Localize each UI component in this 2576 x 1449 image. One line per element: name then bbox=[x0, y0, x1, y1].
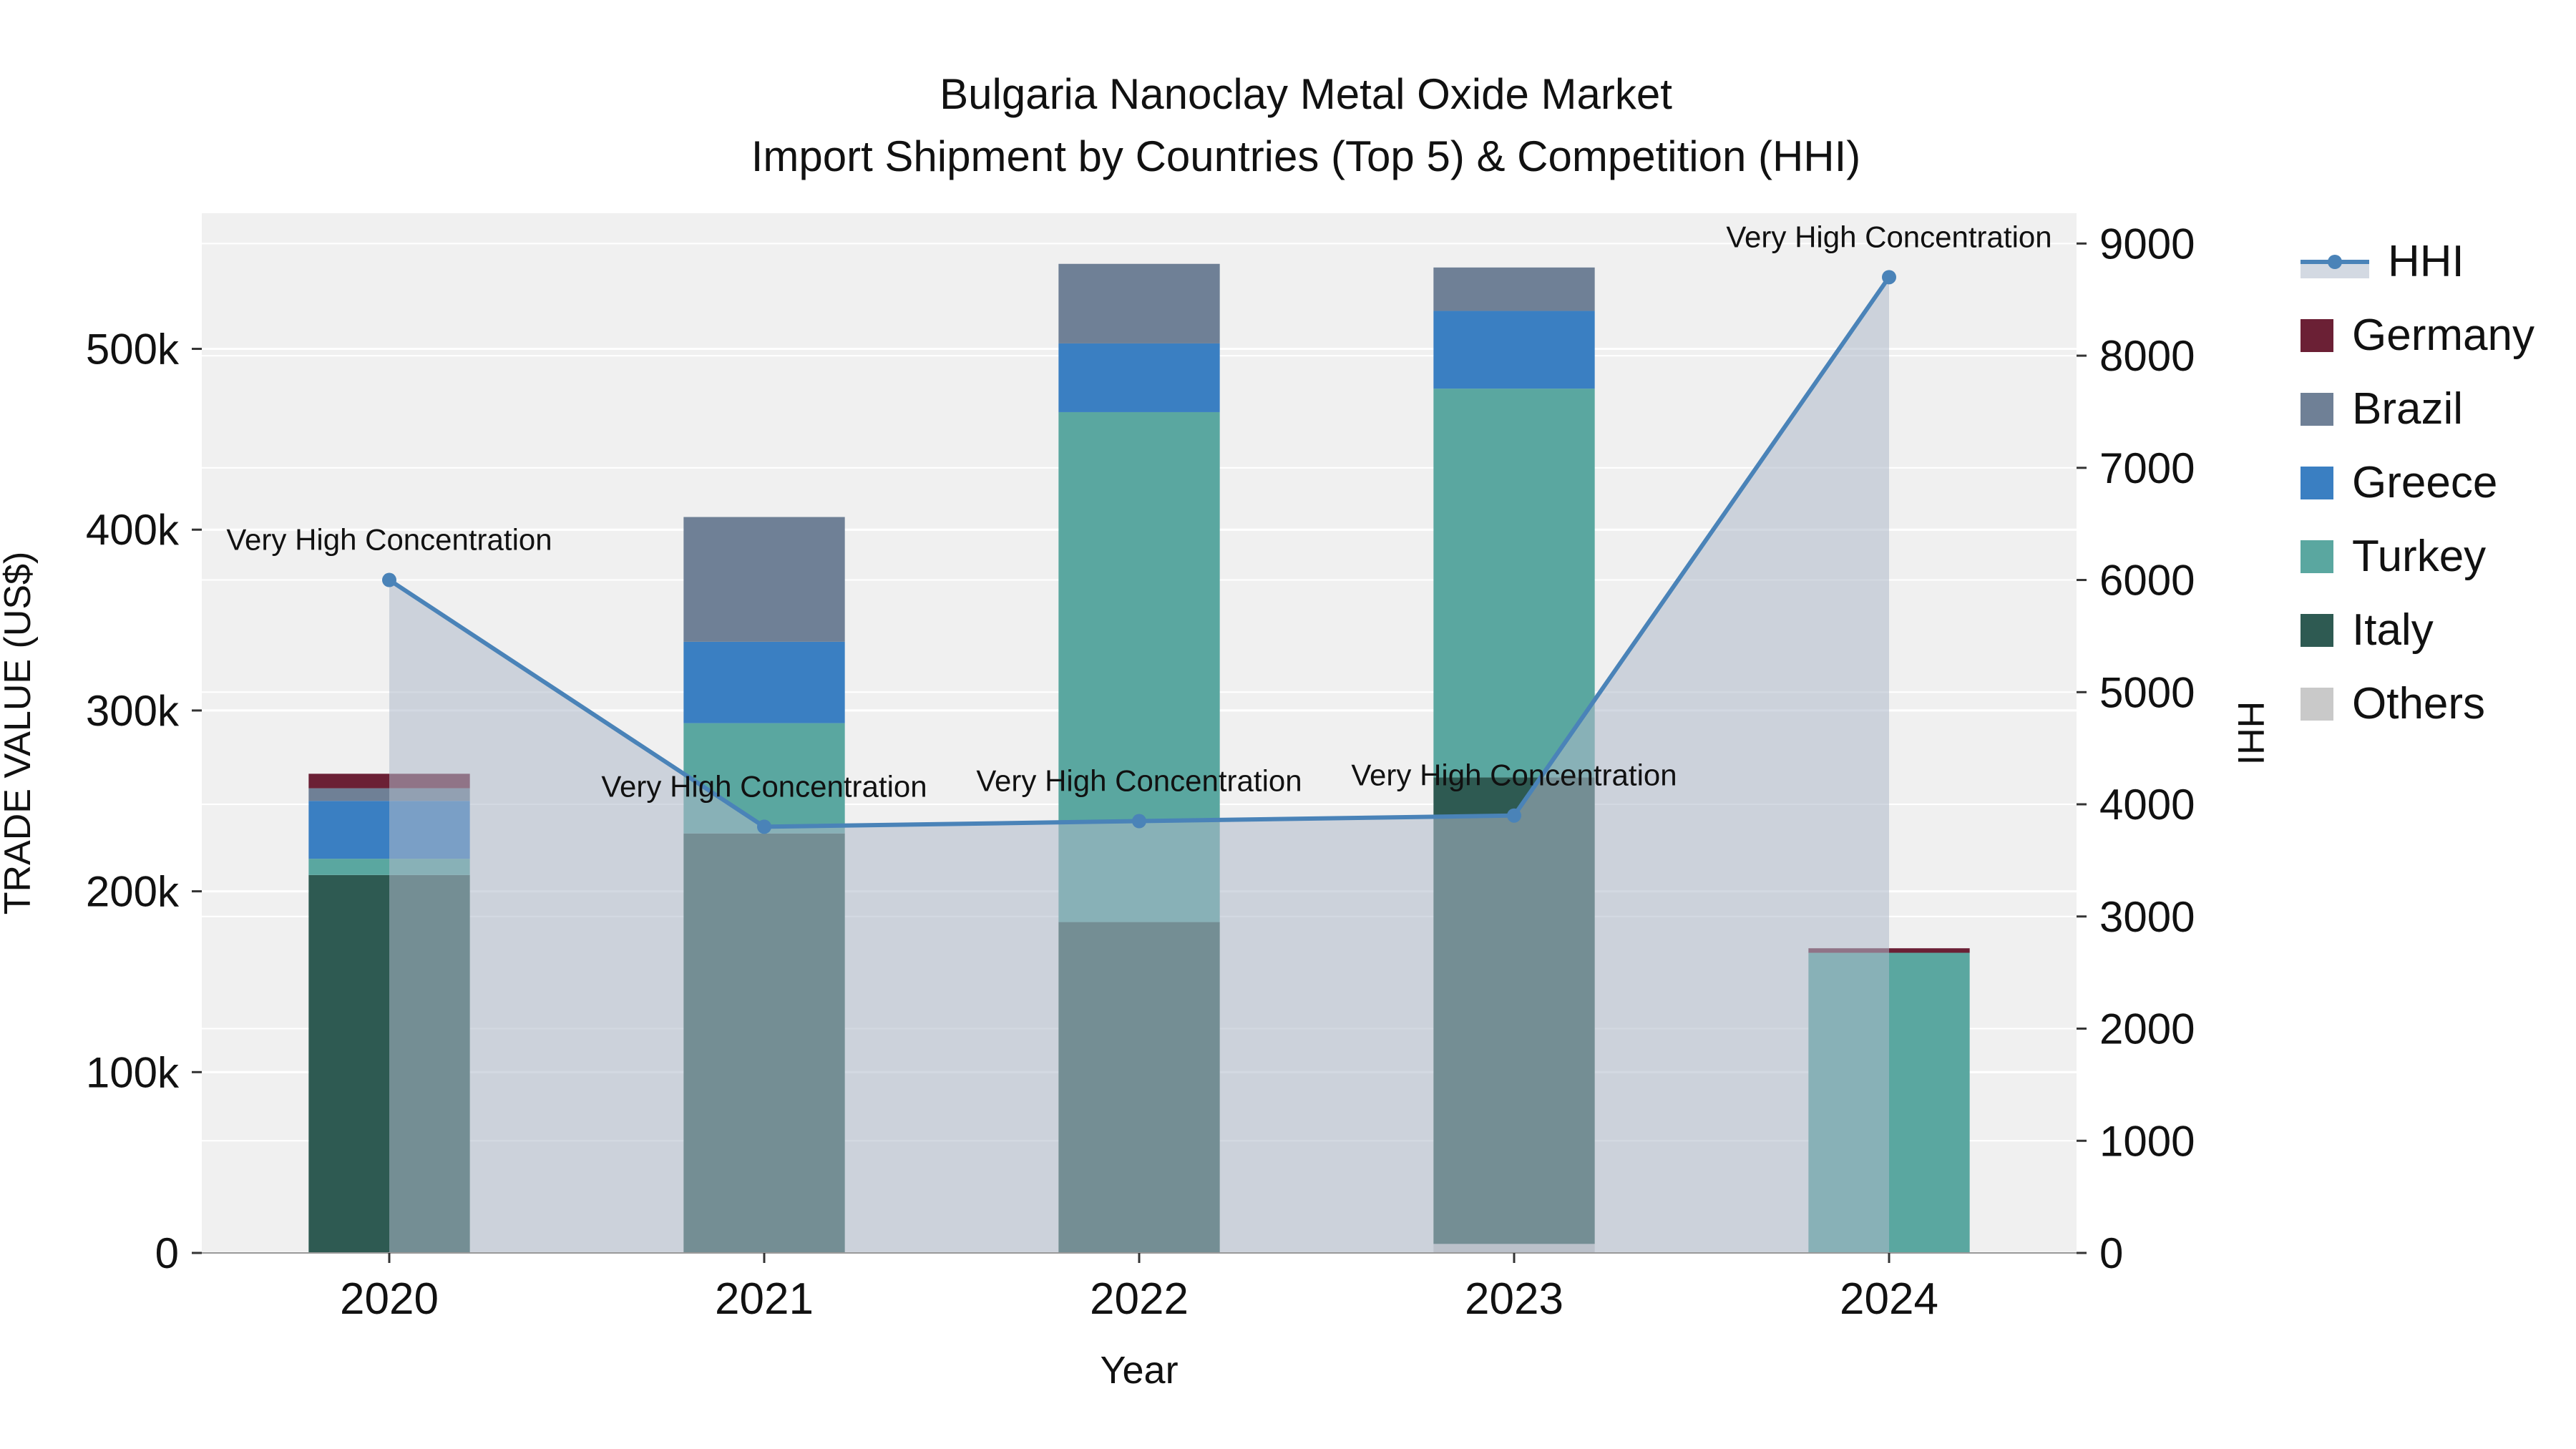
chart-title-line2: Import Shipment by Countries (Top 5) & C… bbox=[751, 132, 1861, 180]
y-right-tick-label: 1000 bbox=[2099, 1117, 2195, 1165]
hhi-point-2021[interactable] bbox=[757, 819, 771, 834]
y-right-tick-label: 3000 bbox=[2099, 893, 2195, 941]
annotation-2023: Very High Concentration bbox=[1351, 758, 1677, 792]
y-left-tick-label: 0 bbox=[155, 1229, 179, 1277]
legend-color-swatch bbox=[2301, 318, 2333, 352]
hhi-point-2024[interactable] bbox=[1882, 270, 1896, 285]
legend-color-swatch bbox=[2301, 392, 2333, 426]
x-tick-label-2020: 2020 bbox=[340, 1274, 439, 1324]
bar-segment-brazil-2023[interactable] bbox=[1433, 267, 1595, 311]
legend-color-swatch bbox=[2301, 466, 2333, 499]
y-right-tick-label: 8000 bbox=[2099, 332, 2195, 380]
x-tick-label-2023: 2023 bbox=[1465, 1274, 1563, 1324]
hhi-point-2022[interactable] bbox=[1132, 814, 1146, 829]
y-left-tick-label: 300k bbox=[86, 687, 180, 735]
legend-item-hhi[interactable]: HHI bbox=[2301, 236, 2534, 287]
x-axis-title: Year bbox=[1100, 1349, 1178, 1392]
legend-color-swatch bbox=[2301, 540, 2333, 573]
legend-item-turkey[interactable]: Turkey bbox=[2301, 531, 2534, 582]
x-tick-label-2022: 2022 bbox=[1090, 1274, 1189, 1324]
y-left-tick-label: 200k bbox=[86, 868, 180, 916]
hhi-point-2023[interactable] bbox=[1507, 808, 1521, 823]
y-axis-title-left: TRADE VALUE (US$) bbox=[0, 552, 39, 915]
y-right-tick-label: 4000 bbox=[2099, 781, 2195, 829]
chart-title-line1: Bulgaria Nanoclay Metal Oxide Market bbox=[940, 70, 1672, 118]
y-right-tick-label: 0 bbox=[2099, 1229, 2123, 1277]
legend-label: HHI bbox=[2388, 237, 2464, 286]
legend: HHI Germany Brazil Greece Turkey Italy Others bbox=[2301, 236, 2534, 729]
legend-label: Turkey bbox=[2352, 532, 2487, 581]
y-right-tick-label: 6000 bbox=[2099, 557, 2195, 605]
bar-segment-brazil-2022[interactable] bbox=[1058, 263, 1220, 343]
legend-item-greece[interactable]: Greece bbox=[2301, 457, 2534, 508]
bar-segment-greece-2023[interactable] bbox=[1433, 311, 1595, 389]
x-tick-label-2024: 2024 bbox=[1840, 1274, 1938, 1324]
legend-item-others[interactable]: Others bbox=[2301, 678, 2534, 729]
annotation-2024: Very High Concentration bbox=[1726, 220, 2051, 253]
annotation-2020: Very High Concentration bbox=[226, 523, 552, 557]
legend-item-germany[interactable]: Germany bbox=[2301, 310, 2534, 361]
annotation-2022: Very High Concentration bbox=[976, 764, 1302, 798]
legend-label: Germany bbox=[2352, 311, 2534, 360]
legend-item-italy[interactable]: Italy bbox=[2301, 605, 2534, 655]
legend-label: Greece bbox=[2352, 458, 2498, 507]
legend-label: Others bbox=[2352, 679, 2486, 728]
hhi-point-2020[interactable] bbox=[382, 572, 396, 587]
y-right-tick-label: 9000 bbox=[2099, 220, 2195, 268]
bar-segment-turkey-2023[interactable] bbox=[1433, 389, 1595, 778]
hhi-area-fill bbox=[389, 277, 1889, 1254]
legend-color-swatch bbox=[2301, 613, 2333, 647]
y-axis-title-right: HHI bbox=[2230, 701, 2271, 766]
bar-segment-greece-2021[interactable] bbox=[683, 641, 845, 723]
legend-line-swatch bbox=[2301, 254, 2369, 278]
y-left-tick-label: 100k bbox=[86, 1048, 180, 1096]
bar-segment-greece-2022[interactable] bbox=[1058, 343, 1220, 412]
annotation-2021: Very High Concentration bbox=[601, 769, 927, 803]
legend-label: Brazil bbox=[2352, 384, 2464, 434]
y-right-tick-label: 7000 bbox=[2099, 444, 2195, 492]
chart-title: Bulgaria Nanoclay Metal Oxide Market Imp… bbox=[680, 63, 1932, 187]
legend-item-brazil[interactable]: Brazil bbox=[2301, 384, 2534, 434]
y-left-tick-label: 400k bbox=[86, 506, 180, 554]
y-right-tick-label: 5000 bbox=[2099, 668, 2195, 716]
legend-color-swatch bbox=[2301, 687, 2333, 721]
y-right-tick-label: 2000 bbox=[2099, 1005, 2195, 1053]
x-tick-label-2021: 2021 bbox=[715, 1274, 814, 1324]
bar-segment-brazil-2021[interactable] bbox=[683, 517, 845, 642]
y-left-tick-label: 500k bbox=[86, 326, 180, 374]
legend-label: Italy bbox=[2352, 605, 2434, 655]
